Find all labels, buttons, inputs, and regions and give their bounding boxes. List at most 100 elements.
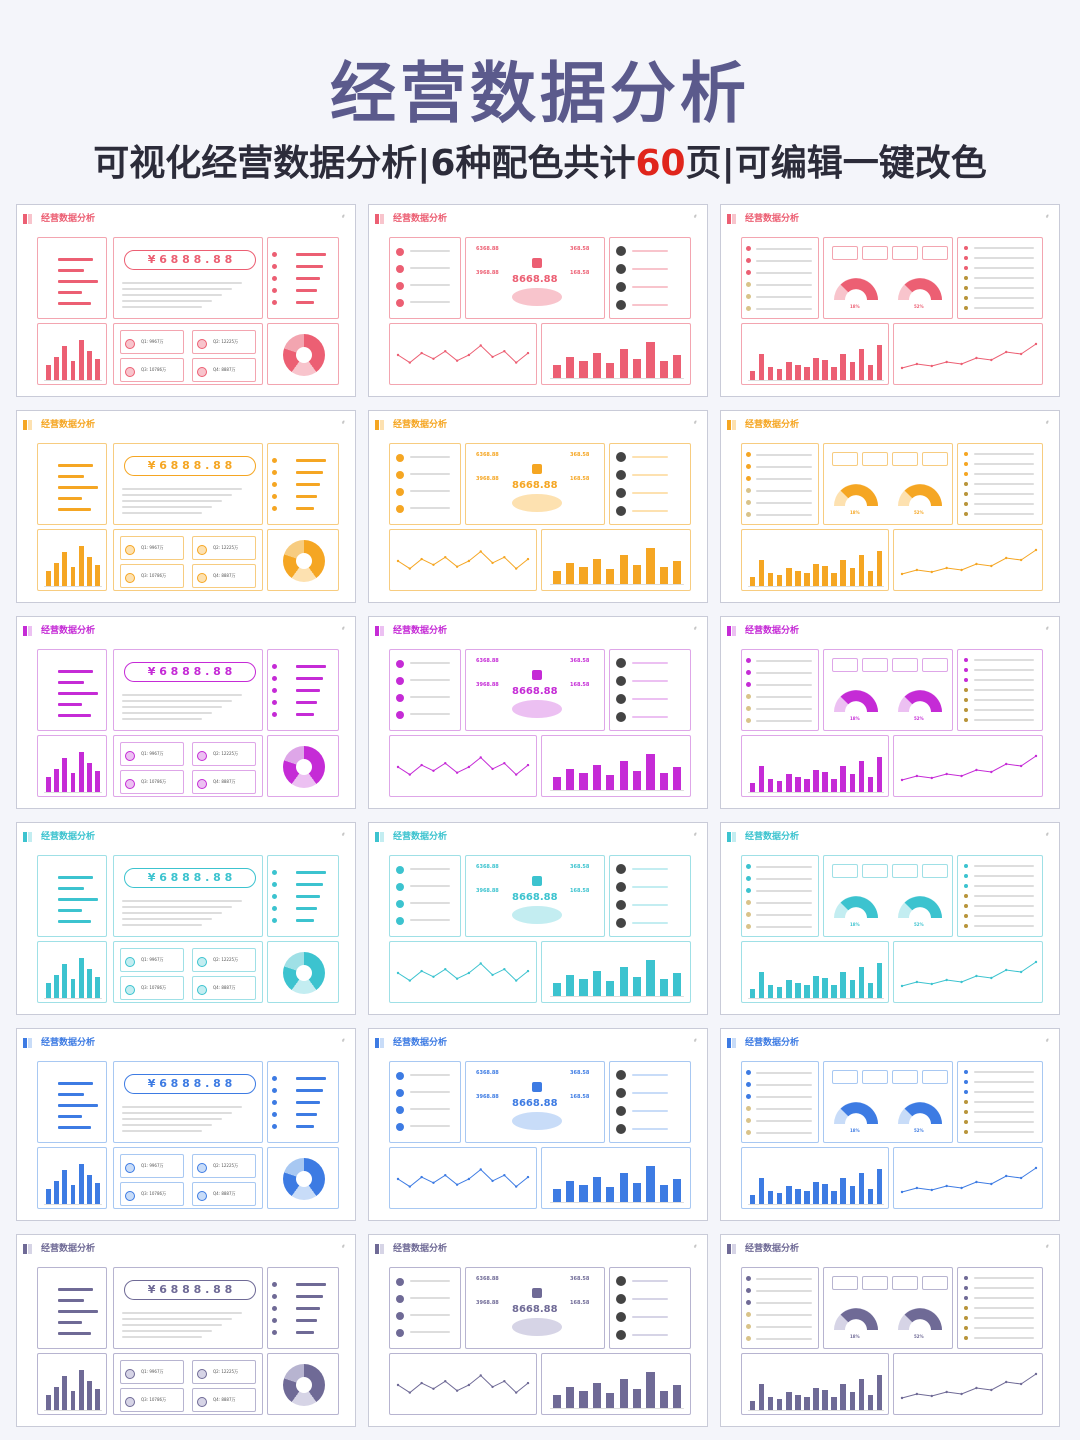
money-text-line	[122, 918, 212, 920]
quarter-icon	[125, 1191, 135, 1201]
trend-line-point	[990, 976, 993, 980]
list-icon	[396, 711, 404, 719]
dense-bar-chart-bar	[749, 1195, 756, 1204]
dense-bar-chart-bar	[804, 572, 810, 586]
rank-text	[974, 875, 1034, 877]
slide-header: 经营数据分析 #	[375, 623, 701, 639]
list-icon	[396, 471, 404, 479]
top-text	[756, 660, 812, 662]
person-text	[632, 304, 668, 306]
panel-people	[609, 1061, 691, 1143]
column-chart-bar	[62, 758, 68, 792]
trend-line-point	[915, 568, 919, 572]
slide-title: 经营数据分析	[393, 1038, 448, 1048]
column-chart-bar	[53, 1180, 59, 1204]
list-icon	[396, 1072, 404, 1080]
trend-line-point	[1034, 1372, 1038, 1376]
top-medal	[746, 1070, 751, 1075]
rank-icon	[964, 512, 968, 516]
quarter-card: Q4: 8887万	[192, 564, 256, 588]
quarter-card: Q3: 10786万	[120, 1182, 184, 1206]
top-text	[756, 308, 812, 310]
gauge-stat	[892, 246, 918, 260]
quarter-icon	[197, 1163, 207, 1173]
line-chart-point	[526, 1175, 530, 1179]
person-text	[632, 680, 668, 682]
panel-people	[609, 237, 691, 319]
panel-line-chart	[389, 1353, 537, 1415]
panel-rank	[267, 237, 339, 319]
dense-bar-chart-axis	[748, 792, 884, 793]
rank-icon	[964, 1080, 968, 1084]
dense-bar-chart-bar	[831, 778, 837, 792]
bar-chart-bar	[579, 979, 588, 996]
rank-text	[974, 513, 1034, 515]
bar-chart-bar	[552, 571, 561, 584]
panel-line-chart	[389, 1147, 537, 1209]
line-chart-point	[514, 1391, 518, 1394]
rank-text	[974, 267, 1034, 269]
value-right-2: 168.58	[570, 1094, 590, 1100]
bar-chart-bar	[659, 1185, 668, 1202]
value-center: 8668.88	[512, 1304, 558, 1315]
dense-bar-chart-bar	[867, 570, 874, 586]
bar-chart-bar	[646, 548, 655, 584]
slide-header-accent-2	[732, 420, 736, 430]
column-chart-axis	[44, 380, 102, 381]
trend-line-point	[1005, 1174, 1008, 1178]
column-chart-bar	[95, 977, 101, 998]
dense-bar-chart-bar	[786, 568, 792, 586]
rank-icon	[964, 246, 968, 250]
slide-header-accent-2	[28, 626, 32, 636]
bar-chart-bar	[633, 565, 642, 584]
slide-preview: 经营数据分析 # ¥ 6 8 8 8 . 8 8 Q1: 9967万 Q2: 12225…	[16, 1234, 356, 1427]
trend-line-point	[960, 980, 963, 984]
panel-hbars	[37, 443, 107, 525]
dense-bar-chart-bar	[813, 770, 819, 792]
slide-title: 经营数据分析	[745, 214, 800, 224]
column-chart-bar	[70, 361, 76, 380]
money-text-line	[122, 1130, 202, 1132]
gauge-1	[834, 278, 878, 300]
panel-icon-list	[389, 237, 461, 319]
value-left-1: 6368.88	[476, 246, 499, 252]
panel-people	[609, 1267, 691, 1349]
line-chart-point	[396, 1383, 400, 1387]
trend-line-point	[945, 772, 948, 776]
rank-icon	[964, 1100, 968, 1104]
panel-donut	[267, 1147, 339, 1209]
panel-donut	[267, 1353, 339, 1415]
rank-bar	[296, 253, 326, 256]
gauge-stat	[832, 658, 858, 672]
line-chart-point	[467, 353, 471, 357]
panel-people	[609, 443, 691, 525]
line-chart-point	[444, 350, 447, 353]
rank-icon	[964, 884, 968, 888]
rank-dot	[272, 300, 277, 305]
dense-bar-chart-bar	[849, 568, 855, 586]
slide-header-accent-2	[380, 832, 384, 842]
top-medal	[746, 488, 751, 493]
top-medal	[746, 1324, 751, 1329]
money-text-line	[122, 282, 242, 284]
panel-ranking	[957, 1061, 1043, 1143]
bar-chart-bar	[633, 1183, 642, 1202]
rank-text	[974, 473, 1034, 475]
slide-header-accent	[23, 420, 27, 430]
value-left-1: 6368.88	[476, 452, 499, 458]
rank-dot	[272, 458, 277, 463]
slide-tag: #	[1045, 214, 1049, 219]
line-chart-point	[455, 1183, 459, 1186]
top-medal	[746, 1118, 751, 1123]
panel-donut	[267, 941, 339, 1003]
top-text	[756, 1132, 812, 1134]
hbar	[58, 258, 94, 261]
center-icon	[532, 876, 542, 886]
column-chart-bar	[87, 350, 93, 380]
line-chart-point	[420, 351, 423, 355]
trend-line-line	[901, 343, 1037, 369]
rank-text	[974, 1121, 1034, 1123]
panel-quarters: Q1: 9967万 Q2: 12225万 Q3: 10786万 Q4: 8887万	[113, 735, 263, 797]
trend-line-point	[1034, 342, 1038, 346]
gauge-stat	[832, 246, 858, 260]
